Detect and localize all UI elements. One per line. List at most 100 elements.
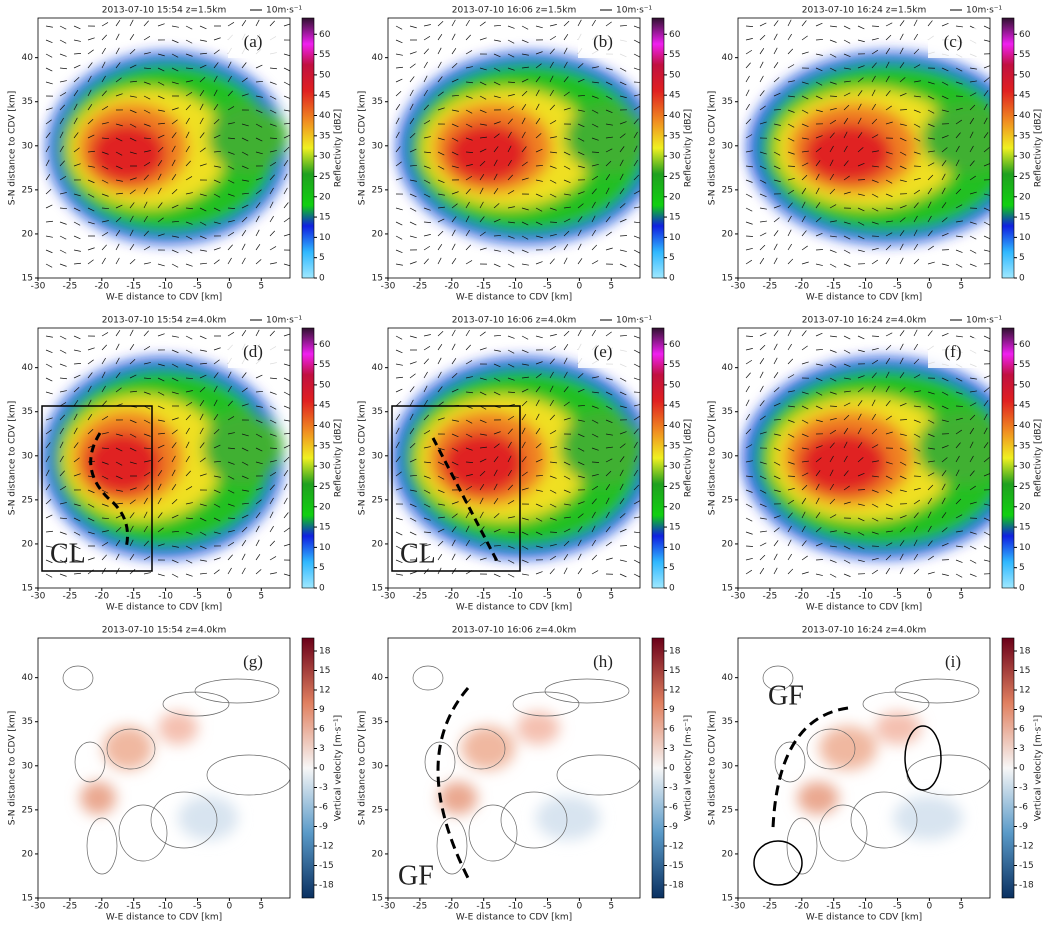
x-tick-label: 5 [258,282,264,292]
colorbar-tick-label: -12 [1019,842,1034,852]
y-tick-label: 35 [372,717,383,727]
colorbar-tick-label: 50 [1019,380,1031,390]
panel-label: (i) [945,652,961,671]
x-tick-label: -5 [893,902,902,912]
blob [516,712,559,745]
colorbar-tick-label: 45 [1019,401,1030,411]
y-tick-label: 25 [722,185,733,195]
x-tick-label: 5 [958,592,964,602]
y-tick-label: 35 [22,97,33,107]
colorbar-tick-label: 45 [669,91,680,101]
colorbar-tick-label: 40 [1019,421,1031,431]
colorbar-fill [652,638,664,898]
colorbar-tick-label: 10 [319,543,331,553]
colorbar-tick-label: 30 [1019,462,1031,472]
scale-label: 10m·s⁻¹ [966,316,1003,326]
y-tick-label: 20 [22,229,34,239]
colorbar-tick-label: 6 [319,725,325,735]
colorbar-tick-label: 30 [1019,152,1031,162]
colorbar-tick-label: 35 [319,131,330,141]
scale-label: 10m·s⁻¹ [616,316,653,326]
x-tick-label: -10 [158,282,173,292]
colorbar-tick-label: -12 [319,842,334,852]
x-tick-label: -20 [94,592,109,602]
y-tick-label: 35 [372,97,383,107]
x-tick-label: 0 [577,902,583,912]
colorbar-tick-label: 50 [669,380,681,390]
x-tick-label: -15 [126,592,141,602]
y-axis-label: S-N distance to CDV [km] [358,711,368,826]
panel: 2013-07-10 15:54 z=4.0km(g)-30-25-20-15-… [8,626,344,923]
blob [893,796,963,840]
blob [536,796,601,840]
y-tick-label: 25 [372,805,383,815]
colorbar-tick-label: -3 [669,783,678,793]
y-tick-label: 35 [372,407,383,417]
panel-title: 2013-07-10 15:54 z=1.5km [102,6,227,16]
x-tick-label: -25 [413,282,428,292]
colorbar-tick-label: 40 [669,111,681,121]
colorbar-tick-label: -9 [319,822,328,832]
x-tick-label: 5 [958,282,964,292]
colorbar-tick-label: -18 [319,881,334,891]
colorbar: 051015202530354045505560Reflectivity [dB… [1002,18,1044,284]
colorbar-fill [302,328,314,588]
colorbar: 051015202530354045505560Reflectivity [dB… [652,328,694,594]
panel-title: 2013-07-10 16:06 z=1.5km [452,6,577,16]
y-tick-label: 35 [22,407,33,417]
colorbar-tick-label: 15 [1019,523,1030,533]
x-axis-label: W-E distance to CDV [km] [456,603,572,613]
x-tick-label: -10 [858,902,873,912]
field-blobs [48,53,288,243]
colorbar: -18-15-12-9-6-30369121518Vertical veloci… [302,638,344,898]
colorbar-label: Reflectivity [dBZ] [334,419,344,497]
panel: 2013-07-10 16:06 z=4.0km10m·s⁻¹(e)CL-30-… [358,316,694,613]
field-blobs [393,358,652,558]
y-tick-label: 40 [22,53,34,63]
x-tick-label: -20 [794,282,809,292]
colorbar-tick-label: 50 [669,70,681,80]
x-axis-label: W-E distance to CDV [km] [806,293,922,303]
x-tick-label: -15 [476,902,491,912]
colorbar-tick-label: 25 [669,172,680,182]
colorbar-tick-label: 40 [669,421,681,431]
colorbar-tick-label: 9 [669,705,675,715]
colorbar-label: Vertical velocity [m·s⁻¹] [1034,715,1044,821]
colorbar-tick-label: 60 [669,340,681,350]
blob [461,726,515,770]
colorbar-tick-label: 20 [669,192,681,202]
field-blobs [398,53,657,243]
blob [80,782,116,815]
colorbar-tick-label: 20 [319,502,331,512]
panel-label: (d) [243,342,263,361]
colorbar-tick-label: 12 [319,686,330,696]
scale-label: 10m·s⁻¹ [966,6,1003,16]
colorbar-tick-label: 35 [319,441,330,451]
y-tick-label: 25 [722,495,733,505]
y-tick-label: 25 [22,805,33,815]
colorbar-tick-label: 10 [1019,233,1031,243]
y-tick-label: 15 [722,894,733,904]
colorbar-label: Reflectivity [dBZ] [1034,419,1044,497]
annotation: CL [400,538,436,569]
colorbar-tick-label: 10 [319,233,331,243]
colorbar-tick-label: 9 [1019,705,1025,715]
x-tick-label: 0 [927,592,933,602]
blob [875,712,921,745]
y-tick-label: 40 [722,673,734,683]
colorbar-tick-label: 25 [1019,172,1030,182]
panel-title: 2013-07-10 16:06 z=4.0km [452,626,577,636]
colorbar-tick-label: 30 [669,152,681,162]
panel-label: (c) [944,32,963,51]
colorbar-tick-label: 0 [319,274,325,284]
colorbar-tick-label: -6 [669,803,678,813]
colorbar-tick-label: 55 [319,360,330,370]
colorbar-label: Reflectivity [dBZ] [1034,109,1044,187]
y-tick-label: 40 [372,53,384,63]
x-tick-label: 0 [227,592,233,602]
colorbar-tick-label: -15 [1019,861,1034,871]
x-tick-label: -25 [763,592,778,602]
colorbar-tick-label: -3 [319,783,328,793]
blob [922,103,1015,173]
